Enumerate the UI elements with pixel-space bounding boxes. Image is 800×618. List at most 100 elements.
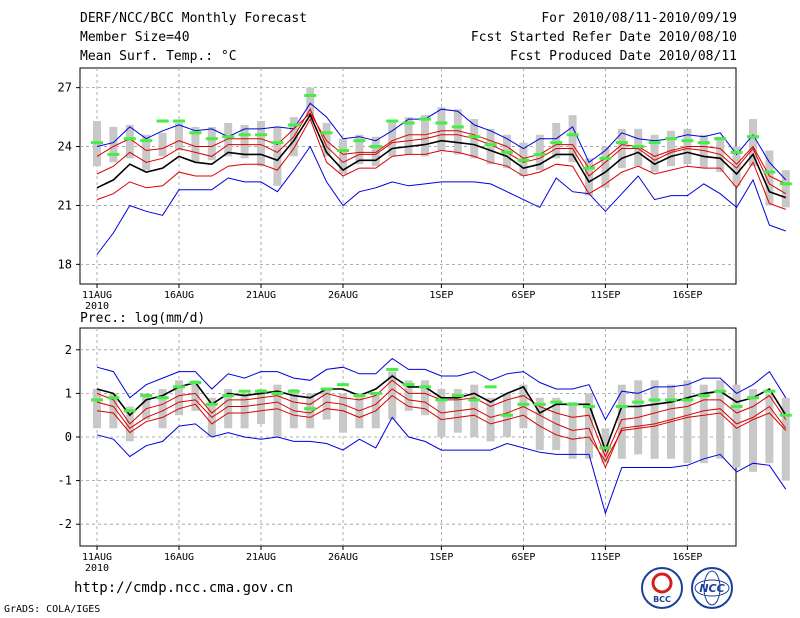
prec-ytick-label: -1 bbox=[58, 474, 72, 488]
temp-ytick-label: 27 bbox=[58, 81, 72, 95]
prec-spread-box bbox=[765, 393, 774, 464]
prec-xtick-label: 21AUG bbox=[246, 552, 276, 563]
temp-series-mean bbox=[96, 113, 787, 199]
variable-label: Mean Surf. Temp.: °C bbox=[80, 49, 237, 64]
ncc-logo-text: NCC bbox=[699, 582, 724, 595]
source-url[interactable]: http://cmdp.ncc.cma.gov.cn bbox=[74, 580, 294, 596]
temp-spread-box bbox=[339, 138, 347, 175]
bcc-logo: BCC bbox=[641, 567, 683, 609]
prec-spread-box bbox=[617, 384, 626, 459]
temp-spread-box bbox=[207, 126, 216, 161]
prec-ytick-label: 0 bbox=[65, 430, 72, 444]
prec-spread-box bbox=[240, 393, 249, 429]
temp-spread-box bbox=[535, 134, 544, 171]
prec-series-inner bbox=[96, 394, 787, 462]
temp-spread-box bbox=[306, 87, 315, 118]
prec-spread-box bbox=[289, 389, 298, 429]
panel-temp: 18 21 24 27 11AUG 16AUG 21AUG 26AUG 1SEP 6SEP 11SE… bbox=[58, 67, 792, 312]
precip-panel-title: Prec.: log(mm/d) bbox=[80, 311, 205, 326]
prec-spread-box bbox=[421, 380, 429, 416]
prec-xtick-label: 16AUG bbox=[164, 552, 194, 563]
prec-spread-box bbox=[601, 428, 610, 464]
temp-spread-box bbox=[273, 126, 282, 186]
prec-spread-box bbox=[339, 393, 347, 433]
temp-series-lower bbox=[96, 117, 786, 210]
temp-spread-box bbox=[158, 132, 167, 157]
member-size: Member Size=40 bbox=[80, 30, 190, 45]
prec-spread-box bbox=[158, 389, 167, 429]
prec-spread-box bbox=[585, 393, 593, 459]
bcc-logo-text: BCC bbox=[653, 595, 671, 604]
temp-spread-box bbox=[749, 119, 757, 167]
temp-series-upper bbox=[96, 112, 787, 185]
temp-spread-box bbox=[437, 107, 446, 151]
temp-spread-box bbox=[421, 115, 429, 157]
prec-spread-box bbox=[257, 389, 265, 424]
prec-spread-box bbox=[142, 393, 151, 420]
prec-xtick-label: 1SEP bbox=[429, 552, 453, 563]
prec-spread-box bbox=[535, 397, 544, 451]
grads-credit: GrADS: COLA/IGES bbox=[4, 604, 101, 615]
temp-spread-box bbox=[355, 134, 364, 165]
prec-xtick-label: 26AUG bbox=[328, 552, 358, 563]
prec-spread-box bbox=[470, 384, 479, 437]
prec-spread-box bbox=[109, 393, 118, 429]
temp-xtick-label: 1SEP bbox=[429, 290, 453, 301]
temp-spread-box bbox=[568, 115, 577, 163]
temp-spread-box bbox=[175, 122, 183, 151]
temp-spread-box bbox=[404, 117, 413, 155]
prec-spread-box bbox=[224, 389, 233, 429]
prec-spread-box bbox=[716, 380, 725, 459]
chart-title: DERF/NCC/BCC Monthly Forecast bbox=[80, 11, 307, 26]
prec-spread-box bbox=[781, 397, 790, 481]
temp-xtick-label: 16SEP bbox=[672, 290, 702, 301]
temp-spread-box bbox=[142, 134, 151, 171]
prec-ytick-label: 2 bbox=[65, 343, 72, 357]
temp-xtick-label: 11AUG bbox=[82, 290, 112, 301]
temp-spread-box bbox=[585, 158, 593, 196]
ncc-logo: NCC bbox=[691, 567, 733, 609]
temp-xtick-label: 16AUG bbox=[164, 290, 194, 301]
temp-xtick-label: 26AUG bbox=[328, 290, 358, 301]
forecast-period: For 2010/08/11-2010/09/19 bbox=[541, 11, 737, 26]
temp-spread-box bbox=[486, 128, 495, 165]
prec-spread-box bbox=[404, 380, 413, 411]
panel-prec: -2 -1 0 1 2 11AUG 16AUG 21AUG 26AUG 1SEP 6SEP 11SEP… bbox=[58, 327, 792, 574]
temp-spread-box bbox=[732, 146, 741, 186]
temp-spread-box bbox=[191, 126, 200, 163]
prec-spread-box bbox=[486, 397, 495, 442]
prec-ytick-label: 1 bbox=[65, 386, 72, 400]
prec-xtick-label: 11SEP bbox=[590, 552, 620, 563]
prec-xtick-label: 6SEP bbox=[511, 552, 535, 563]
temp-xtick-label: 11SEP bbox=[590, 290, 620, 301]
temp-ytick-label: 18 bbox=[58, 257, 72, 271]
temp-spread-box bbox=[388, 121, 397, 157]
prec-series-lower bbox=[96, 388, 787, 469]
temp-spread-box bbox=[601, 146, 610, 188]
prec-spread-box bbox=[273, 384, 282, 437]
prec-spread-box bbox=[322, 389, 331, 420]
prec-series-max bbox=[96, 357, 787, 421]
temp-spread-box bbox=[109, 126, 118, 163]
prec-year-label: 2010 bbox=[85, 563, 109, 574]
temp-spread-box bbox=[224, 122, 233, 157]
temp-xtick-label: 21AUG bbox=[246, 290, 276, 301]
prec-spread-box bbox=[191, 380, 200, 411]
temp-ytick-label: 24 bbox=[58, 140, 72, 154]
prec-spread-box bbox=[93, 389, 101, 429]
prec-spread-box bbox=[683, 380, 692, 464]
temp-spread-box bbox=[257, 121, 265, 167]
prec-spread-box bbox=[306, 393, 315, 429]
temp-ytick-label: 21 bbox=[58, 198, 72, 212]
forecast-start-date: Fcst Started Refer Date 2010/08/10 bbox=[470, 30, 737, 45]
temp-spread-box bbox=[371, 136, 380, 167]
temp-series-inner bbox=[96, 108, 787, 195]
forecast-produced-date: Fcst Produced Date 2010/08/11 bbox=[510, 49, 737, 64]
temp-spread-box bbox=[125, 124, 134, 159]
temp-spread-box bbox=[699, 134, 708, 169]
prec-spread-box bbox=[699, 384, 708, 464]
prec-xtick-label: 11AUG bbox=[82, 552, 112, 563]
temp-spread-box bbox=[552, 122, 561, 159]
bcc-ncc-logos: BCC NCC bbox=[641, 567, 733, 609]
